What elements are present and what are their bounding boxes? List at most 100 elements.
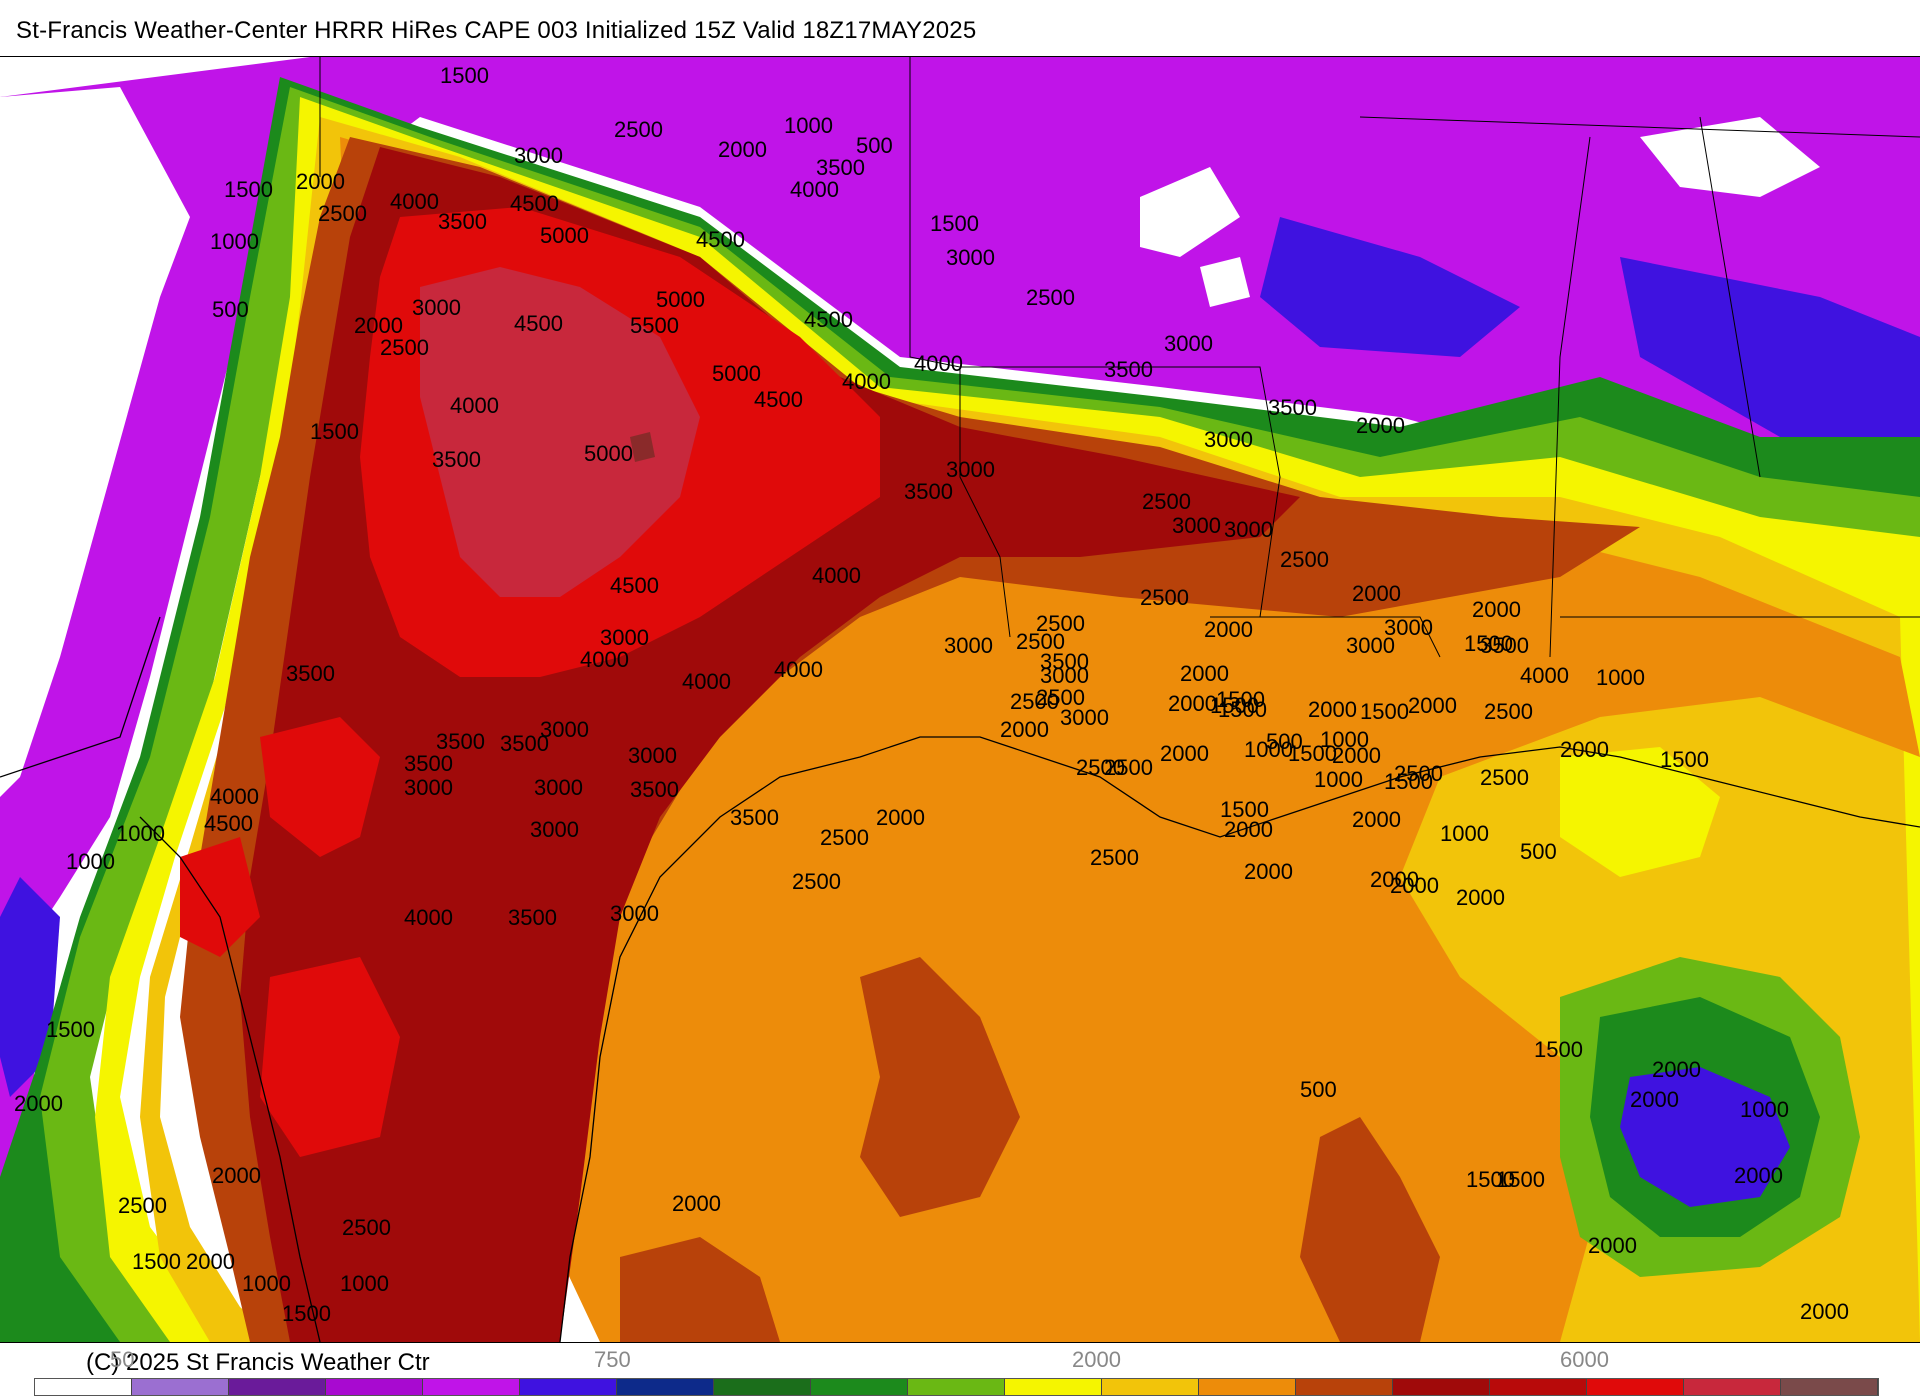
contour-label: 2000 (296, 169, 345, 194)
contour-label: 3000 (404, 775, 453, 800)
contour-label: 2500 (1076, 755, 1125, 780)
contour-label: 2500 (380, 335, 429, 360)
contour-label: 3500 (432, 447, 481, 472)
contour-label: 2000 (1168, 691, 1217, 716)
contour-label: 3000 (1346, 633, 1395, 658)
cape-4000-zone-south2 (260, 957, 400, 1157)
contour-label: 2500 (118, 1193, 167, 1218)
contour-label: 1500 (1660, 747, 1709, 772)
contour-label: 3500 (904, 479, 953, 504)
contour-label: 3000 (412, 295, 461, 320)
contour-label: 1500 (1288, 741, 1337, 766)
contour-label: 2000 (876, 805, 925, 830)
contour-label: 1500 (224, 177, 273, 202)
contour-label: 1000 (1596, 665, 1645, 690)
contour-label: 3500 (286, 661, 335, 686)
contour-label: 1500 (1210, 693, 1259, 718)
contour-label: 3000 (1060, 705, 1109, 730)
contour-label: 3000 (1204, 427, 1253, 452)
contour-label: 4500 (204, 811, 253, 836)
colorbar-swatch (811, 1379, 908, 1395)
colorbar-swatch (1684, 1379, 1781, 1395)
cape-5000-zone (420, 267, 700, 597)
contour-label: 5500 (630, 313, 679, 338)
scale-tick-label: 2000 (1072, 1347, 1121, 1372)
contour-label: 1500 (1218, 697, 1267, 722)
contour-label: 3500 (1104, 357, 1153, 382)
contour-label: 1000 (784, 113, 833, 138)
contour-label: 4000 (682, 669, 731, 694)
contour-label: 1500 (132, 1249, 181, 1274)
contour-label: 1500 (440, 63, 489, 88)
contour-label: 4000 (404, 905, 453, 930)
contour-label: 2500 (1016, 629, 1065, 654)
contour-label: 2000 (1652, 1057, 1701, 1082)
contour-label: 3000 (610, 901, 659, 926)
contour-label: 1000 (66, 849, 115, 874)
contour-label: 2000 (1180, 661, 1229, 686)
contour-label: 3000 (946, 245, 995, 270)
contour-label: 5000 (656, 287, 705, 312)
colorbar-swatch (1005, 1379, 1102, 1395)
contour-label: 2000 (1224, 817, 1273, 842)
contour-label: 1000 (340, 1271, 389, 1296)
colorbar-swatch (326, 1379, 423, 1395)
contour-label: 2500 (1280, 547, 1329, 572)
contour-label: 1000 (1314, 767, 1363, 792)
colorbar-swatch (1393, 1379, 1490, 1395)
contour-label: 2500 (1394, 761, 1443, 786)
contour-label: 2500 (1090, 845, 1139, 870)
contour-label: 4000 (842, 369, 891, 394)
contour-labels: 1500 2500 1000 2000 500 3500 4000 1500 3… (14, 63, 1849, 1326)
contour-label: 1500 (282, 1301, 331, 1326)
contour-label: 2000 (1630, 1087, 1679, 1112)
contour-label: 2500 (1036, 685, 1085, 710)
contour-label: 3000 (1040, 663, 1089, 688)
contour-label: 3500 (500, 731, 549, 756)
colorbar-swatch (229, 1379, 326, 1395)
contour-label: 1500 (1464, 631, 1513, 656)
colorbar-swatch (1199, 1379, 1296, 1395)
cape-map: 1500 2500 1000 2000 500 3500 4000 1500 3… (0, 56, 1920, 1343)
contour-label: 5000 (712, 361, 761, 386)
contour-label: 2000 (354, 313, 403, 338)
scale-tick-label: 6000 (1560, 1347, 1609, 1372)
contour-label: 1500 (1360, 699, 1409, 724)
contour-label: 2000 (1472, 597, 1521, 622)
contour-label: 2000 (1204, 617, 1253, 642)
scale-tick-label: 50 (110, 1347, 135, 1372)
contour-label: 3500 (730, 805, 779, 830)
contour-label: 1500 (1534, 1037, 1583, 1062)
contour-label: 3000 (1384, 615, 1433, 640)
contour-label: 1500 (1220, 797, 1269, 822)
contour-label: 3000 (1172, 513, 1221, 538)
contour-label: 3500 (508, 905, 557, 930)
contour-label: 4000 (914, 351, 963, 376)
contour-label: 3000 (514, 143, 563, 168)
contour-label: 2000 (1352, 581, 1401, 606)
contour-label: 1500 (1384, 769, 1433, 794)
gulf-rust-tongue (860, 957, 1020, 1217)
colorbar-swatch (1587, 1379, 1684, 1395)
contour-label: 3500 (438, 209, 487, 234)
contour-label: 2000 (1588, 1233, 1637, 1258)
cape-5500-core (630, 432, 655, 462)
cape-4000-zone-south (260, 717, 380, 857)
contour-label: 1500 (1496, 1167, 1545, 1192)
contour-label: 500 (212, 297, 249, 322)
no-cape-patch-west (0, 87, 190, 797)
colorbar-swatch (1490, 1379, 1587, 1395)
contour-label: 5000 (584, 441, 633, 466)
contour-label: 1500 (1216, 687, 1265, 712)
contour-label: 2500 (1484, 699, 1533, 724)
contour-label: 3000 (1164, 331, 1213, 356)
legend-footer: (C) 2025 St Francis Weather Ctr 50 750 2… (0, 1343, 1920, 1400)
contour-label: 1500 (310, 419, 359, 444)
colorbar-swatch (1296, 1379, 1393, 1395)
contour-label: 2000 (1800, 1299, 1849, 1324)
contour-label: 2000 (1370, 867, 1419, 892)
contour-label: 500 (856, 133, 893, 158)
contour-label: 3500 (436, 729, 485, 754)
contour-label: 2000 (1332, 743, 1381, 768)
contour-label: 2500 (1036, 611, 1085, 636)
